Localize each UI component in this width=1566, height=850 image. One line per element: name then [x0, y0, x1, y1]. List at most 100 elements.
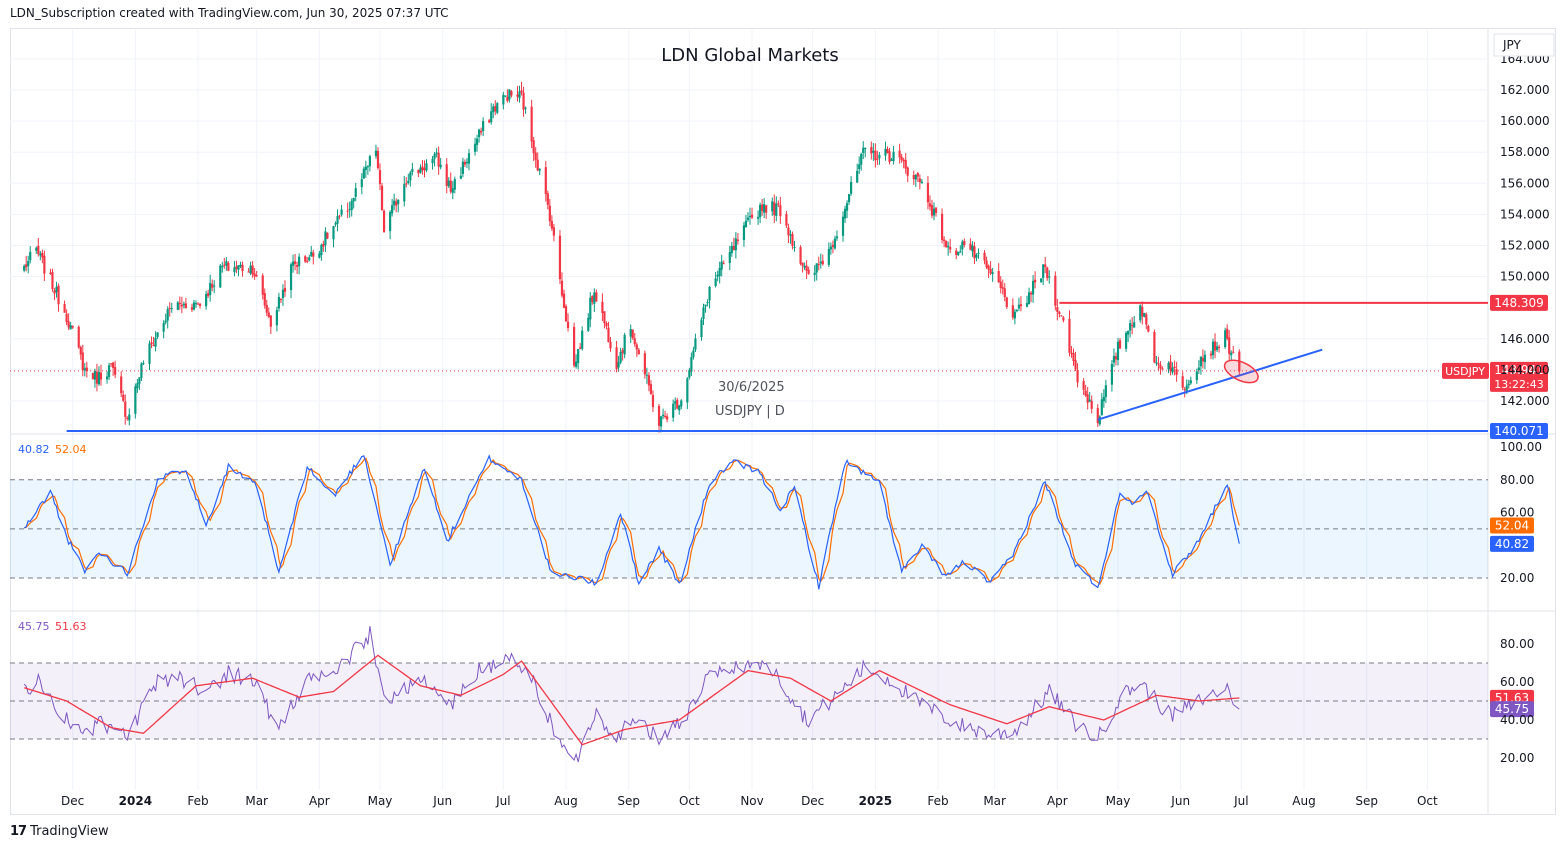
- candlestick: [775, 196, 778, 222]
- candle-body: [862, 147, 865, 153]
- candle-body: [51, 272, 54, 290]
- candlestick: [595, 289, 598, 302]
- candlestick: [71, 325, 74, 329]
- candle-body: [813, 272, 816, 275]
- candle-body: [856, 170, 859, 183]
- candlestick: [324, 227, 327, 252]
- candle-body: [807, 269, 810, 274]
- candlestick: [269, 315, 272, 335]
- candlestick: [63, 300, 66, 313]
- candlestick: [761, 199, 764, 216]
- candle-body: [722, 263, 725, 265]
- candlestick: [856, 163, 859, 184]
- candlestick: [801, 262, 804, 273]
- candle-body: [324, 231, 327, 246]
- candle-body: [124, 401, 127, 417]
- candlestick: [633, 333, 636, 347]
- candlestick: [692, 346, 695, 360]
- candle-body: [209, 282, 212, 296]
- candlestick: [805, 260, 808, 279]
- candle-body: [91, 373, 94, 380]
- candle-body: [255, 275, 258, 277]
- candlestick: [1131, 317, 1134, 335]
- candlestick: [1133, 315, 1136, 328]
- candlestick: [475, 134, 479, 152]
- candlestick: [1213, 333, 1217, 359]
- candle-body: [536, 159, 539, 171]
- candle-body: [736, 239, 739, 241]
- candlestick: [267, 307, 270, 319]
- candlestick: [1017, 297, 1021, 311]
- candlestick: [1155, 355, 1158, 367]
- indicator-bands: [10, 479, 1488, 740]
- candle-body: [176, 302, 179, 310]
- candle-body: [558, 235, 562, 280]
- candlestick: [479, 127, 483, 136]
- candle-body: [227, 262, 230, 271]
- candle-body: [581, 330, 584, 349]
- candlestick: [170, 302, 173, 313]
- candlestick: [296, 261, 299, 274]
- candle-body: [821, 260, 824, 265]
- candlestick: [516, 86, 519, 102]
- x-tick-label: May: [368, 794, 393, 808]
- candlestick: [603, 311, 606, 329]
- candle-body: [898, 150, 901, 158]
- candle-body: [1031, 280, 1035, 295]
- candle-body: [657, 405, 661, 426]
- candle-body: [112, 362, 115, 368]
- candlestick: [128, 408, 131, 426]
- candle-body: [799, 247, 802, 264]
- candlestick: [573, 322, 576, 368]
- candle-body: [166, 309, 169, 321]
- candlestick: [680, 399, 683, 410]
- candle-body: [368, 156, 371, 167]
- candlestick: [872, 143, 875, 161]
- candlestick: [821, 254, 824, 266]
- resistance-label: 148.309: [1494, 296, 1544, 310]
- resistance-label-bg: [1490, 294, 1548, 311]
- candle-body: [932, 208, 936, 216]
- candle-body: [445, 164, 448, 186]
- candle-body: [154, 337, 157, 347]
- candle-body: [1228, 337, 1231, 354]
- candle-body: [39, 253, 42, 256]
- candlestick: [932, 202, 936, 221]
- candlestick: [637, 348, 640, 355]
- candlestick: [886, 146, 889, 154]
- candlestick: [815, 263, 818, 281]
- candle-body: [304, 256, 307, 262]
- candlestick: [678, 404, 681, 415]
- candlestick: [744, 214, 748, 228]
- candlestick: [730, 241, 733, 257]
- candle-body: [651, 394, 655, 407]
- candle-body: [518, 91, 521, 99]
- x-tick-label: Apr: [1047, 794, 1068, 808]
- candle-body: [635, 344, 638, 350]
- candle-body: [1017, 304, 1021, 309]
- candle-body: [892, 151, 895, 162]
- candlestick: [916, 172, 919, 182]
- candlestick: [1027, 287, 1031, 305]
- candle-body: [1230, 352, 1233, 356]
- candle-body: [109, 363, 113, 365]
- candlestick: [532, 136, 535, 162]
- candle-body: [253, 273, 256, 277]
- candlestick: [870, 141, 873, 160]
- candlestick: [1189, 376, 1192, 385]
- countdown-label: 13:22:43: [1494, 378, 1543, 391]
- candle-body: [326, 232, 329, 239]
- candle-body: [267, 312, 270, 317]
- y-tick-label: 150.000: [1500, 270, 1550, 284]
- candle-body: [847, 194, 851, 203]
- candle-body: [152, 344, 155, 346]
- currency-label: JPY: [1502, 38, 1522, 52]
- candle-body: [819, 261, 822, 264]
- candlestick: [971, 241, 974, 257]
- footer-brand[interactable]: 17 TradingView: [10, 824, 109, 839]
- candlestick: [659, 415, 663, 433]
- candlestick: [1011, 298, 1014, 320]
- candle-body: [1189, 380, 1192, 384]
- candlestick: [562, 289, 566, 309]
